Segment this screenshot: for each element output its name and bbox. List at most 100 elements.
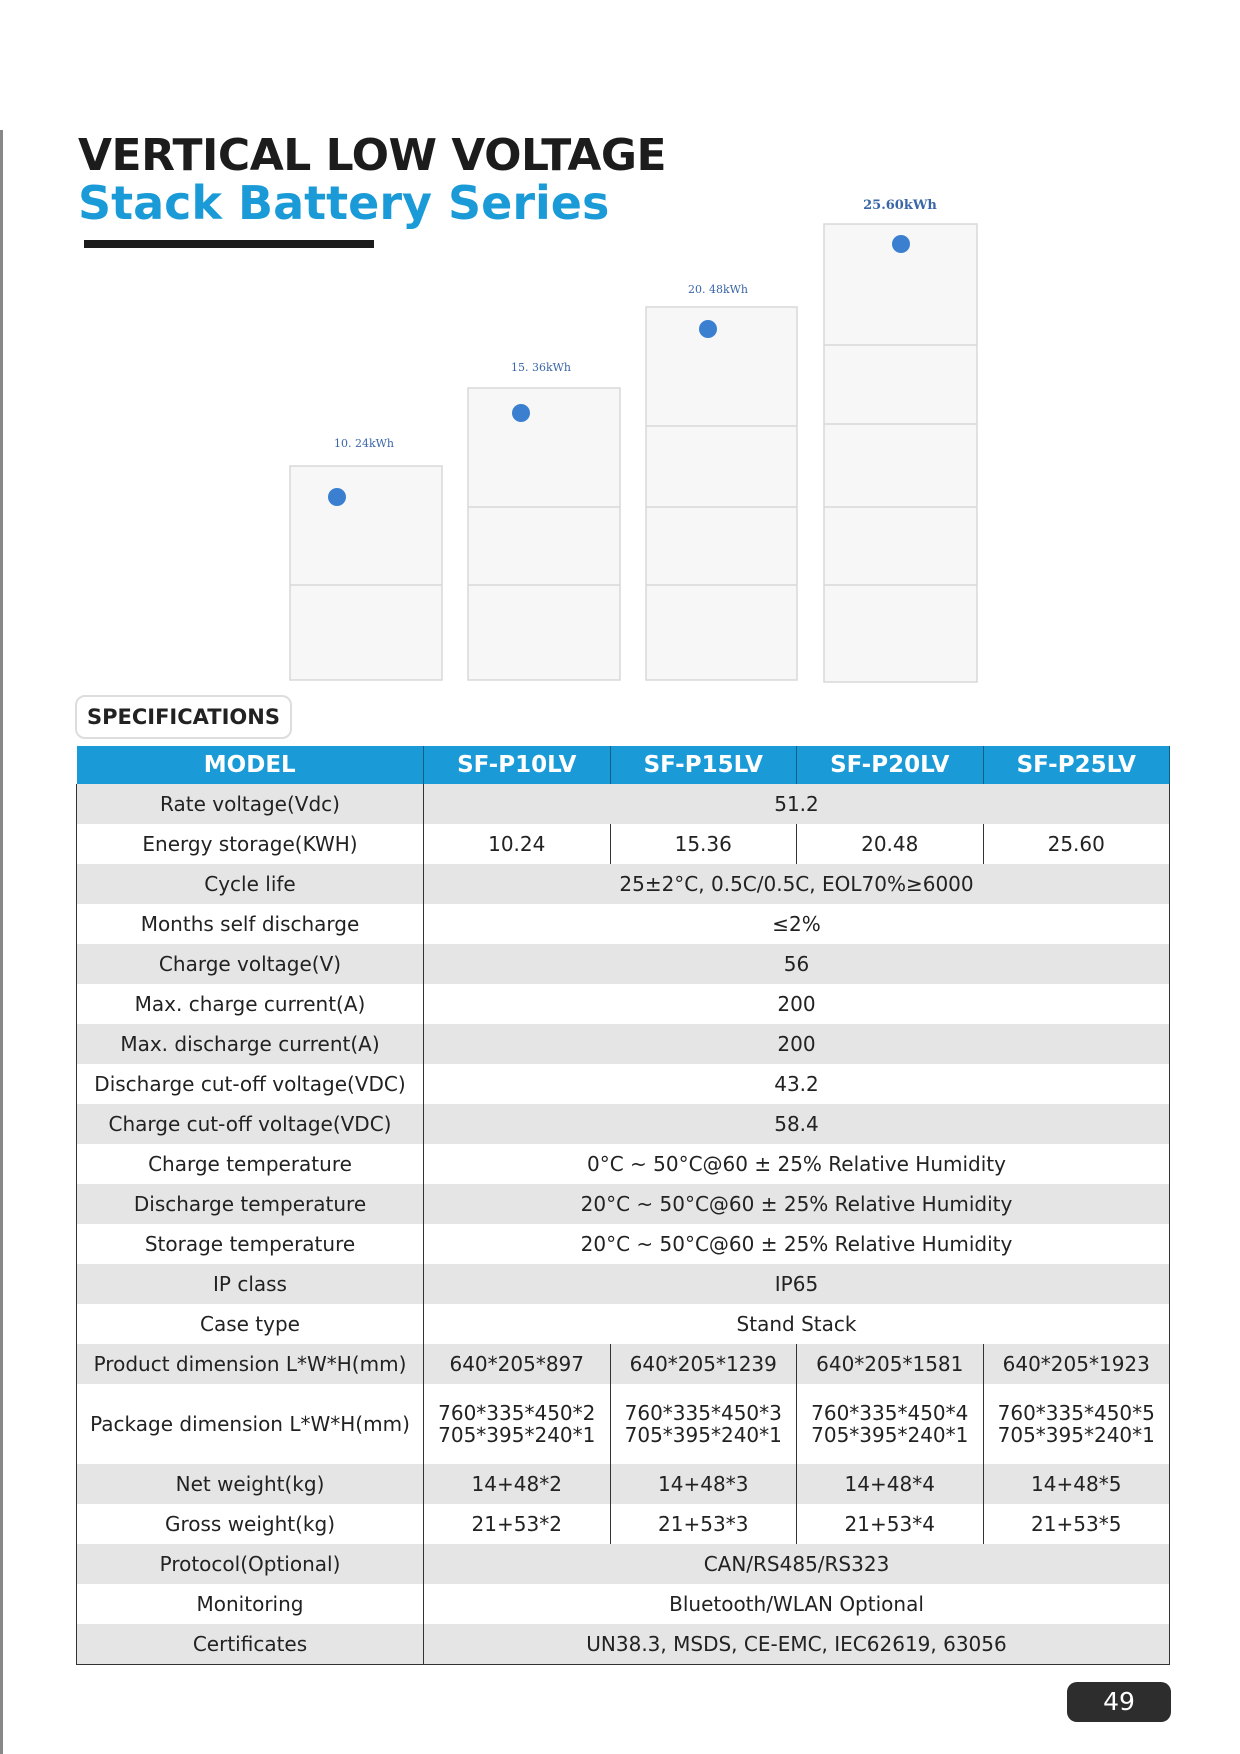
cell-line: 705*395*240*1 <box>997 1423 1155 1447</box>
cell: 15.36 <box>609 824 797 864</box>
title-rule <box>84 240 374 248</box>
cell: 21+53*4 <box>796 1504 984 1544</box>
spec-row: Product dimension L*W*H(mm) 640*205*897 64… <box>76 1344 1170 1384</box>
spec-row: Package dimension L*W*H(mm) 760*335*450*2… <box>76 1384 1170 1464</box>
spec-row: Discharge cut-off voltage(VDC) 43.2 <box>76 1064 1170 1104</box>
cell: 14+48*3 <box>609 1464 797 1504</box>
cell-line: 705*395*240*1 <box>624 1423 782 1447</box>
row-label: Product dimension L*W*H(mm) <box>76 1344 424 1384</box>
row-label: Protocol(Optional) <box>76 1544 424 1584</box>
cell: Bluetooth/WLAN Optional <box>423 1584 1170 1624</box>
cell: 43.2 <box>423 1064 1170 1104</box>
cell: ≤2% <box>423 904 1170 944</box>
capacity-label: 25.60kWh <box>863 198 937 213</box>
cell-line: 705*395*240*1 <box>438 1423 596 1447</box>
header-row: MODEL SF-P10LV SF-P15LV SF-P20LV SF-P25LV <box>76 746 1170 784</box>
row-label: Rate voltage(Vdc) <box>76 784 424 824</box>
cell: 760*335*450*4 705*395*240*1 <box>796 1384 984 1464</box>
header-cell: MODEL <box>76 746 424 784</box>
cell: 14+48*4 <box>796 1464 984 1504</box>
spec-row: Protocol(Optional) CAN/RS485/RS323 <box>76 1544 1170 1584</box>
spec-row: Charge voltage(V) 56 <box>76 944 1170 984</box>
spec-row: Gross weight(kg) 21+53*2 21+53*3 21+53*4 21+… <box>76 1504 1170 1544</box>
row-label: Certificates <box>76 1624 424 1665</box>
section-label: SPECIFICATIONS <box>75 695 292 739</box>
row-label: Case type <box>76 1304 424 1344</box>
cell: 640*205*1239 <box>609 1344 797 1384</box>
cell: 25±2°C, 0.5C/0.5C, EOL70%≥6000 <box>423 864 1170 904</box>
cell: 14+48*5 <box>982 1464 1170 1504</box>
row-label: Discharge temperature <box>76 1184 424 1224</box>
spec-row: Certificates UN38.3, MSDS, CE-EMC, IEC626… <box>76 1624 1170 1665</box>
row-label: Gross weight(kg) <box>76 1504 424 1544</box>
spec-row: Energy storage(KWH) 10.24 15.36 20.48 25.60 <box>76 824 1170 864</box>
cell: 0°C ~ 50°C@60 ± 25% Relative Humidity <box>423 1144 1170 1184</box>
row-label: Charge voltage(V) <box>76 944 424 984</box>
row-label: Package dimension L*W*H(mm) <box>76 1384 424 1464</box>
cell: 56 <box>423 944 1170 984</box>
spec-row: Charge temperature 0°C ~ 50°C@60 ± 25% Re… <box>76 1144 1170 1184</box>
cell: 760*335*450*3 705*395*240*1 <box>609 1384 797 1464</box>
spec-row: Months self discharge ≤2% <box>76 904 1170 944</box>
row-label: Discharge cut-off voltage(VDC) <box>76 1064 424 1104</box>
cell: 760*335*450*5 705*395*240*1 <box>982 1384 1170 1464</box>
row-label: Max. discharge current(A) <box>76 1024 424 1064</box>
cell: 640*205*1581 <box>796 1344 984 1384</box>
cell: 21+53*3 <box>609 1504 797 1544</box>
cell: 25.60 <box>982 824 1170 864</box>
cell: 20.48 <box>796 824 984 864</box>
row-label: Storage temperature <box>76 1224 424 1264</box>
spec-row: Max. discharge current(A) 200 <box>76 1024 1170 1064</box>
cell: 51.2 <box>423 784 1170 824</box>
spec-row: Charge cut-off voltage(VDC) 58.4 <box>76 1104 1170 1144</box>
cell: 14+48*2 <box>423 1464 611 1504</box>
spec-row: Monitoring Bluetooth/WLAN Optional <box>76 1584 1170 1624</box>
title: VERTICAL LOW VOLTAGE <box>78 130 667 181</box>
cell: 10.24 <box>423 824 611 864</box>
cell-line: 760*335*450*4 <box>811 1401 969 1425</box>
cell-line: 760*335*450*2 <box>438 1401 596 1425</box>
cell: 21+53*5 <box>982 1504 1170 1544</box>
page-number: 49 <box>1067 1682 1171 1722</box>
row-label: Energy storage(KWH) <box>76 824 424 864</box>
spec-row: Rate voltage(Vdc) 51.2 <box>76 784 1170 824</box>
cell-line: 760*335*450*3 <box>624 1401 782 1425</box>
cell: 20°C ~ 50°C@60 ± 25% Relative Humidity <box>423 1184 1170 1224</box>
header-cell: SF-P25LV <box>983 746 1170 784</box>
row-label: Charge cut-off voltage(VDC) <box>76 1104 424 1144</box>
cell-line: 760*335*450*5 <box>997 1401 1155 1425</box>
row-label: Net weight(kg) <box>76 1464 424 1504</box>
header-cell: SF-P20LV <box>796 746 984 784</box>
cell: 200 <box>423 1024 1170 1064</box>
header-cell: SF-P15LV <box>610 746 797 784</box>
spec-row: Cycle life 25±2°C, 0.5C/0.5C, EOL70%≥6000 <box>76 864 1170 904</box>
row-label: Months self discharge <box>76 904 424 944</box>
cell-line: 705*395*240*1 <box>811 1423 969 1447</box>
cell: 640*205*897 <box>423 1344 611 1384</box>
cell: 200 <box>423 984 1170 1024</box>
spec-row: IP class IP65 <box>76 1264 1170 1304</box>
spec-row: Max. charge current(A) 200 <box>76 984 1170 1024</box>
cell: IP65 <box>423 1264 1170 1304</box>
cell: 21+53*2 <box>423 1504 611 1544</box>
row-label: Cycle life <box>76 864 424 904</box>
spec-row: Case type Stand Stack <box>76 1304 1170 1344</box>
cell: 760*335*450*2 705*395*240*1 <box>423 1384 611 1464</box>
row-label: Monitoring <box>76 1584 424 1624</box>
row-label: Charge temperature <box>76 1144 424 1184</box>
header-cell: SF-P10LV <box>423 746 611 784</box>
cell: 640*205*1923 <box>982 1344 1170 1384</box>
capacity-label: 20. 48kWh <box>687 283 749 296</box>
spec-row: Discharge temperature 20°C ~ 50°C@60 ± 25… <box>76 1184 1170 1224</box>
capacity-label: 10. 24kWh <box>333 437 395 450</box>
edge-line <box>0 130 3 1754</box>
spec-row: Net weight(kg) 14+48*2 14+48*3 14+48*4 14+48… <box>76 1464 1170 1504</box>
capacity-label: 15. 36kWh <box>510 361 572 374</box>
subtitle: Stack Battery Series <box>78 176 610 230</box>
cell: 20°C ~ 50°C@60 ± 25% Relative Humidity <box>423 1224 1170 1264</box>
spec-table: MODEL SF-P10LV SF-P15LV SF-P20LV SF-P25LV Rat… <box>76 746 1170 1665</box>
row-label: IP class <box>76 1264 424 1304</box>
product-image <box>289 223 978 683</box>
row-label: Max. charge current(A) <box>76 984 424 1024</box>
